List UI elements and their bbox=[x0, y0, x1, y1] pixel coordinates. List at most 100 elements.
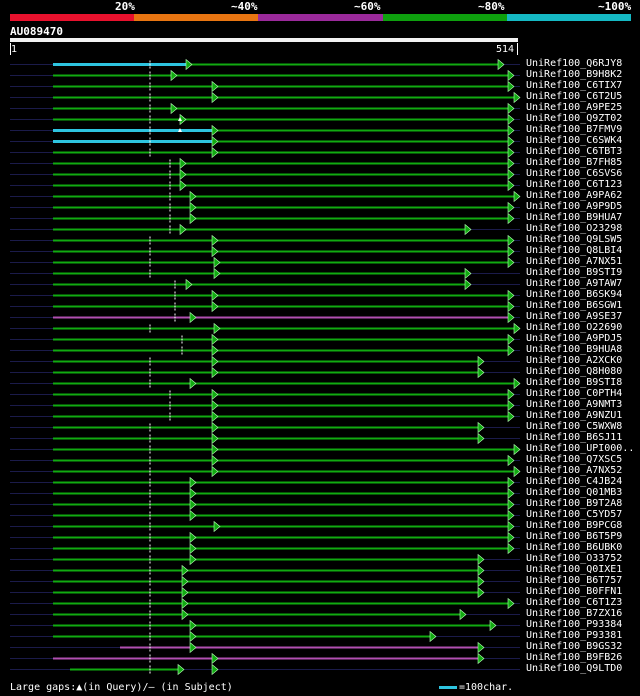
hit-segment bbox=[53, 272, 465, 275]
hit-link[interactable]: UniRef100_A9PE25 bbox=[526, 102, 623, 113]
hit-segment bbox=[53, 360, 478, 363]
hit-link[interactable]: UniRef100_Q0IXE1 bbox=[526, 564, 623, 575]
hit-link[interactable]: UniRef100_B9GS32 bbox=[526, 641, 623, 652]
hit-link[interactable]: UniRef100_A9NZU1 bbox=[526, 410, 623, 421]
hit-link[interactable]: UniRef100_B6SJ11 bbox=[526, 432, 623, 443]
hit-link[interactable]: UniRef100_Q8LBI4 bbox=[526, 245, 623, 256]
segment-arrow-icon bbox=[189, 619, 197, 632]
hit-segment bbox=[53, 415, 508, 418]
segment-arrow-icon bbox=[507, 102, 515, 115]
hit-segment bbox=[53, 173, 508, 176]
hit-link[interactable]: UniRef100_Q9ZT02 bbox=[526, 113, 623, 124]
hit-link[interactable]: UniRef100_A9PA62 bbox=[526, 190, 623, 201]
hit-link[interactable]: UniRef100_O23298 bbox=[526, 223, 623, 234]
hit-link[interactable]: UniRef100_P93381 bbox=[526, 630, 623, 641]
hit-link[interactable]: UniRef100_Q9LSW5 bbox=[526, 234, 623, 245]
hit-link[interactable]: UniRef100_A9P9D5 bbox=[526, 201, 623, 212]
hit-link[interactable]: UniRef100_UPI000.. bbox=[526, 443, 635, 454]
hit-link[interactable]: UniRef100_C0PTH4 bbox=[526, 388, 623, 399]
hit-link[interactable]: UniRef100_B6SK94 bbox=[526, 289, 623, 300]
hit-link[interactable]: UniRef100_B9HUA8 bbox=[526, 344, 623, 355]
segment-arrow-icon bbox=[507, 388, 515, 401]
hit-segment bbox=[53, 470, 514, 473]
hit-link[interactable]: UniRef100_O33752 bbox=[526, 553, 623, 564]
hit-link[interactable]: UniRef100_C6SWK4 bbox=[526, 135, 623, 146]
segment-arrow-icon bbox=[211, 410, 219, 423]
segment-arrow-icon bbox=[507, 157, 515, 170]
segment-arrow-icon bbox=[189, 553, 197, 566]
segment-arrow-icon bbox=[464, 278, 472, 291]
hit-link[interactable]: UniRef100_C5YD57 bbox=[526, 509, 623, 520]
hit-link[interactable]: UniRef100_C4JB24 bbox=[526, 476, 623, 487]
segment-arrow-icon bbox=[507, 179, 515, 192]
hit-link[interactable]: UniRef100_C6SVS6 bbox=[526, 168, 623, 179]
segment-arrow-icon bbox=[211, 421, 219, 434]
segment-arrow-icon bbox=[477, 432, 485, 445]
hit-link[interactable]: UniRef100_A9TAW7 bbox=[526, 278, 623, 289]
hit-link[interactable]: UniRef100_Q01MB3 bbox=[526, 487, 623, 498]
segment-arrow-icon bbox=[211, 80, 219, 93]
hit-link[interactable]: UniRef100_A7NX52 bbox=[526, 465, 623, 476]
hit-link[interactable]: UniRef100_C6T123 bbox=[526, 179, 623, 190]
segment-arrow-icon bbox=[189, 498, 197, 511]
segment-arrow-icon bbox=[429, 630, 437, 643]
segment-arrow-icon bbox=[189, 630, 197, 643]
segment-arrow-icon bbox=[213, 267, 221, 280]
gaps-legend: Large gaps:▲(in Query)/– (in Subject) bbox=[10, 682, 233, 693]
segment-arrow-icon bbox=[513, 190, 521, 203]
hit-link[interactable]: UniRef100_Q6RJY8 bbox=[526, 58, 623, 69]
hit-link[interactable]: UniRef100_B0FFN1 bbox=[526, 586, 623, 597]
hit-link[interactable]: UniRef100_B9T2A8 bbox=[526, 498, 623, 509]
hit-segment bbox=[53, 184, 508, 187]
hit-link[interactable]: UniRef100_A9PDJ5 bbox=[526, 333, 623, 344]
hit-link[interactable]: UniRef100_B9HUA7 bbox=[526, 212, 623, 223]
hit-link[interactable]: UniRef100_B9STI9 bbox=[526, 267, 623, 278]
hit-link[interactable]: UniRef100_C6T1Z3 bbox=[526, 597, 623, 608]
hit-link[interactable]: UniRef100_B6T5P9 bbox=[526, 531, 623, 542]
hit-link[interactable]: UniRef100_B9STI8 bbox=[526, 377, 623, 388]
segment-arrow-icon bbox=[189, 531, 197, 544]
hit-segment bbox=[53, 305, 508, 308]
hit-segment bbox=[53, 657, 478, 660]
hit-link[interactable]: UniRef100_B7ZX16 bbox=[526, 608, 623, 619]
coverage-legend-segment bbox=[10, 14, 135, 21]
hit-link[interactable]: UniRef100_A9SE37 bbox=[526, 311, 623, 322]
hit-segment bbox=[212, 140, 508, 143]
hit-link[interactable]: UniRef100_C6TIX7 bbox=[526, 80, 623, 91]
hit-link[interactable]: UniRef100_B9FB26 bbox=[526, 652, 623, 663]
segment-arrow-icon bbox=[179, 223, 187, 236]
hit-link[interactable]: UniRef100_C5WXW8 bbox=[526, 421, 623, 432]
hit-link[interactable]: UniRef100_A2XCK0 bbox=[526, 355, 623, 366]
hit-link[interactable]: UniRef100_Q7XSC5 bbox=[526, 454, 623, 465]
hit-link[interactable]: UniRef100_A7NX51 bbox=[526, 256, 623, 267]
hit-link[interactable]: UniRef100_O22690 bbox=[526, 322, 623, 333]
ruler-end-tick bbox=[517, 43, 518, 55]
hit-segment bbox=[53, 206, 508, 209]
segment-arrow-icon bbox=[170, 69, 178, 82]
segment-arrow-icon bbox=[507, 509, 515, 522]
segment-arrow-icon bbox=[211, 146, 219, 159]
segment-arrow-icon bbox=[507, 135, 515, 148]
segment-arrow-icon bbox=[464, 223, 472, 236]
hit-link[interactable]: UniRef100_B7FMV9 bbox=[526, 124, 623, 135]
hit-link[interactable]: UniRef100_C6T2U5 bbox=[526, 91, 623, 102]
hit-link[interactable]: UniRef100_B6T757 bbox=[526, 575, 623, 586]
hit-link[interactable]: UniRef100_Q8H080 bbox=[526, 366, 623, 377]
hit-segment bbox=[53, 195, 514, 198]
hit-segment bbox=[53, 371, 478, 374]
hit-link[interactable]: UniRef100_A9NMT3 bbox=[526, 399, 623, 410]
segment-arrow-icon bbox=[513, 377, 521, 390]
hit-link[interactable]: UniRef100_B6UBK0 bbox=[526, 542, 623, 553]
hit-link[interactable]: UniRef100_B9H8K2 bbox=[526, 69, 623, 80]
hit-link[interactable]: UniRef100_B6SGW1 bbox=[526, 300, 623, 311]
hit-link[interactable]: UniRef100_C6TBT3 bbox=[526, 146, 623, 157]
hit-segment bbox=[53, 261, 508, 264]
segment-arrow-icon bbox=[189, 476, 197, 489]
hit-link[interactable]: UniRef100_Q9LTD0 bbox=[526, 663, 623, 674]
hit-segment bbox=[53, 492, 508, 495]
hit-link[interactable]: UniRef100_B9PCG8 bbox=[526, 520, 623, 531]
hit-link[interactable]: UniRef100_B7FH85 bbox=[526, 157, 623, 168]
hit-link[interactable]: UniRef100_P93384 bbox=[526, 619, 623, 630]
hit-segment bbox=[53, 74, 508, 77]
segment-arrow-icon bbox=[211, 432, 219, 445]
